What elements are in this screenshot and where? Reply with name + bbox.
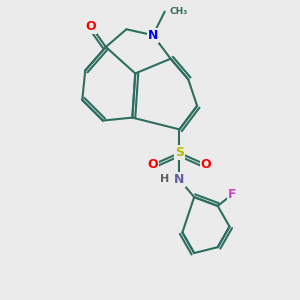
- Text: N: N: [174, 173, 184, 186]
- Text: F: F: [228, 188, 237, 201]
- Text: CH₃: CH₃: [169, 7, 188, 16]
- Text: N: N: [148, 29, 158, 42]
- Text: O: O: [86, 20, 96, 33]
- Text: O: O: [201, 158, 211, 171]
- Text: S: S: [175, 146, 184, 159]
- Text: O: O: [148, 158, 158, 171]
- Text: H: H: [160, 174, 169, 184]
